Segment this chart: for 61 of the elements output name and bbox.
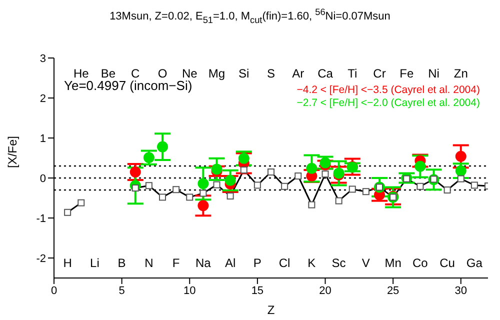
- y-tick-label: -2: [36, 252, 46, 265]
- annotation: Fe: [400, 66, 414, 81]
- annotation: K: [308, 256, 316, 270]
- x-tick-label: 10: [184, 284, 196, 297]
- point: [455, 150, 466, 162]
- y-tick-label: 0: [40, 172, 46, 185]
- annotation: Ti: [348, 66, 358, 81]
- annotation: Cr: [373, 66, 386, 81]
- annotation: Mg: [208, 66, 226, 81]
- annotation: Ar: [292, 66, 304, 81]
- x-tick-label: 20: [319, 284, 332, 297]
- text: −2.7 < [Fe/H] <−2.0 (Cayrel et al. 2004): [296, 97, 480, 110]
- annotation: Si: [238, 66, 250, 81]
- point: [198, 200, 209, 212]
- annotation: Ca: [318, 66, 334, 81]
- annotation: Sc: [332, 256, 346, 270]
- chart-title: 13Msun, Z=0.02, E$_{51}$=1.0, M$_{cut}$(fin)=1.60, $^{56}$Ni=0.07Msun: [108, 6, 392, 25]
- annotation: F: [172, 256, 180, 270]
- point: [238, 152, 250, 164]
- annotation: O: [158, 66, 168, 81]
- annotation: Al: [224, 256, 236, 270]
- annotation: S: [266, 66, 276, 81]
- annotation: H: [63, 256, 72, 270]
- point: [143, 152, 154, 164]
- annotation: Ye=0.4997 (incom−Si): [64, 78, 192, 93]
- annotation: Zn: [454, 66, 468, 81]
- annotation: Co: [412, 256, 428, 270]
- y-tick-label: 2: [40, 92, 46, 105]
- annotation: He: [73, 66, 90, 81]
- y-axis-title: [X/Fe]: [5, 136, 20, 168]
- annotation: P: [253, 256, 262, 270]
- annotation: Ga: [466, 256, 483, 270]
- annotation: V: [362, 256, 370, 270]
- annotation: Mn: [384, 256, 402, 270]
- annotation: N: [144, 256, 154, 270]
- y-tick-label: -1: [36, 212, 46, 225]
- annotation: Cl: [278, 256, 290, 270]
- point: [198, 178, 209, 190]
- x-axis-title: Z: [267, 303, 275, 317]
- point: [306, 162, 318, 174]
- x-tick-label: 25: [386, 284, 400, 297]
- annotation: Cu: [440, 256, 455, 270]
- annotation: Ne: [182, 66, 198, 81]
- x-tick-label: 0: [50, 284, 58, 297]
- y-tick-label: 3: [40, 52, 46, 65]
- point: [455, 165, 466, 176]
- point: [224, 174, 236, 186]
- point: [130, 166, 141, 178]
- x-tick-label: 30: [454, 284, 467, 297]
- annotation: Be: [100, 66, 116, 81]
- point: [157, 141, 168, 152]
- annotation: Na: [196, 256, 212, 270]
- annotation: B: [118, 256, 126, 270]
- x-tick-label: 5: [118, 284, 125, 297]
- annotation: Li: [90, 256, 100, 270]
- point: [414, 160, 426, 172]
- x-tick-label: 15: [251, 284, 264, 297]
- annotation: Ni: [428, 66, 440, 81]
- text: −4.2 < [Fe/H] <−3.5 (Cayrel et al. 2004): [296, 84, 480, 97]
- annotation: C: [131, 66, 140, 81]
- y-tick-label: 1: [40, 132, 46, 145]
